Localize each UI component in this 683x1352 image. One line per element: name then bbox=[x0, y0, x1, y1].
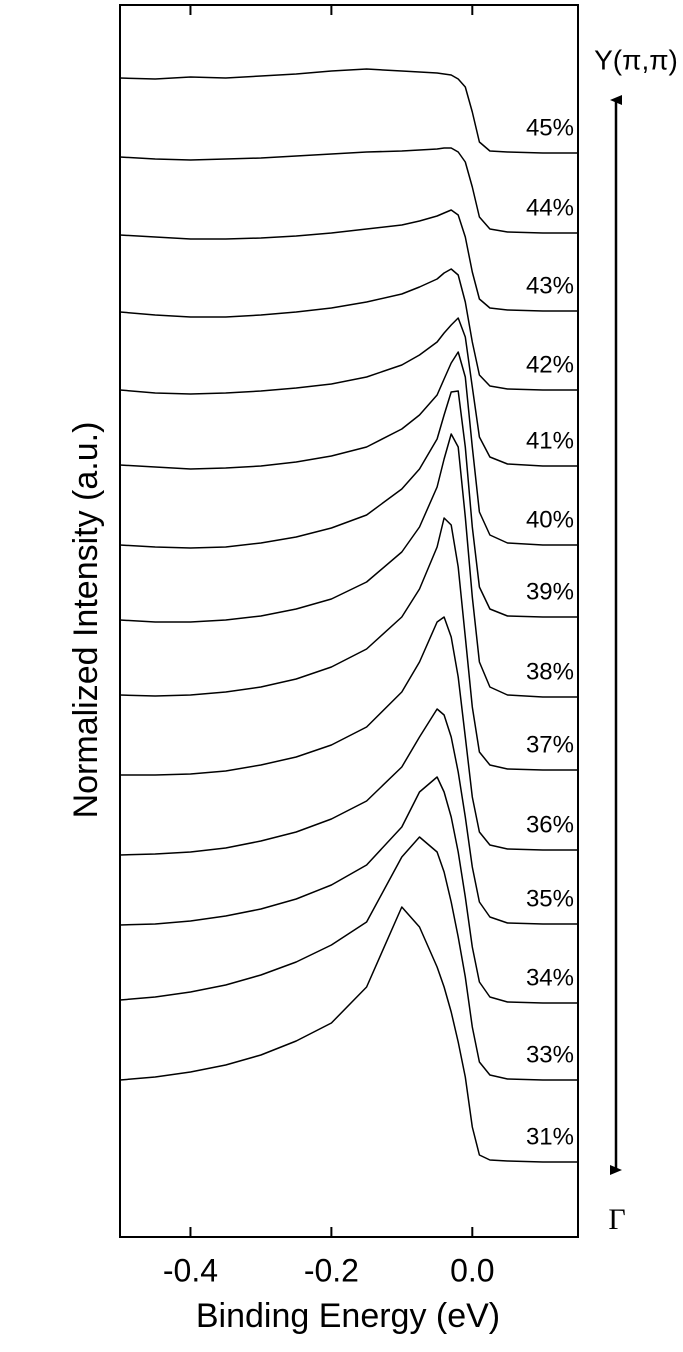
x-tick-label: -0.4 bbox=[163, 1252, 218, 1288]
series-label: 36% bbox=[526, 811, 574, 838]
spectrum-line bbox=[119, 433, 578, 698]
series-label: 31% bbox=[526, 1123, 574, 1150]
spectrum-line bbox=[119, 517, 578, 771]
spectrum-line bbox=[119, 317, 578, 467]
series-label: 35% bbox=[526, 885, 574, 912]
series-label: 34% bbox=[526, 964, 574, 991]
series-label: 40% bbox=[526, 506, 574, 533]
spectrum-line bbox=[119, 836, 578, 1081]
x-tick-label: -0.2 bbox=[304, 1252, 359, 1288]
series-label: 44% bbox=[526, 194, 574, 221]
spectrum-line bbox=[119, 708, 578, 925]
series-label: 43% bbox=[526, 272, 574, 299]
x-axis-label: Binding Energy (eV) bbox=[196, 1297, 500, 1335]
spectrum-line bbox=[119, 776, 578, 1004]
spectrum-line bbox=[119, 68, 578, 154]
spectrum-line bbox=[120, 616, 578, 851]
series-label: 39% bbox=[526, 578, 574, 605]
spectrum-line bbox=[119, 390, 578, 618]
annotation-top: Y(π,π) bbox=[594, 44, 678, 75]
series-label: 45% bbox=[526, 114, 574, 141]
series-label: 33% bbox=[526, 1041, 574, 1068]
series-label: 38% bbox=[526, 658, 574, 685]
x-tick-label: 0.0 bbox=[450, 1252, 494, 1288]
spectrum-line bbox=[119, 351, 578, 546]
series-label: 41% bbox=[526, 427, 574, 454]
spectrum-line bbox=[119, 268, 578, 391]
annotation-bottom: Γ bbox=[608, 1203, 625, 1236]
series-label: 42% bbox=[526, 351, 574, 378]
y-axis-label: Normalized Intensity (a.u.) bbox=[67, 422, 105, 819]
spectrum-line bbox=[119, 147, 578, 234]
spectrum-line bbox=[119, 209, 578, 312]
series-label: 37% bbox=[526, 731, 574, 758]
plot-frame bbox=[119, 4, 579, 1238]
spectrum-line bbox=[119, 906, 578, 1163]
